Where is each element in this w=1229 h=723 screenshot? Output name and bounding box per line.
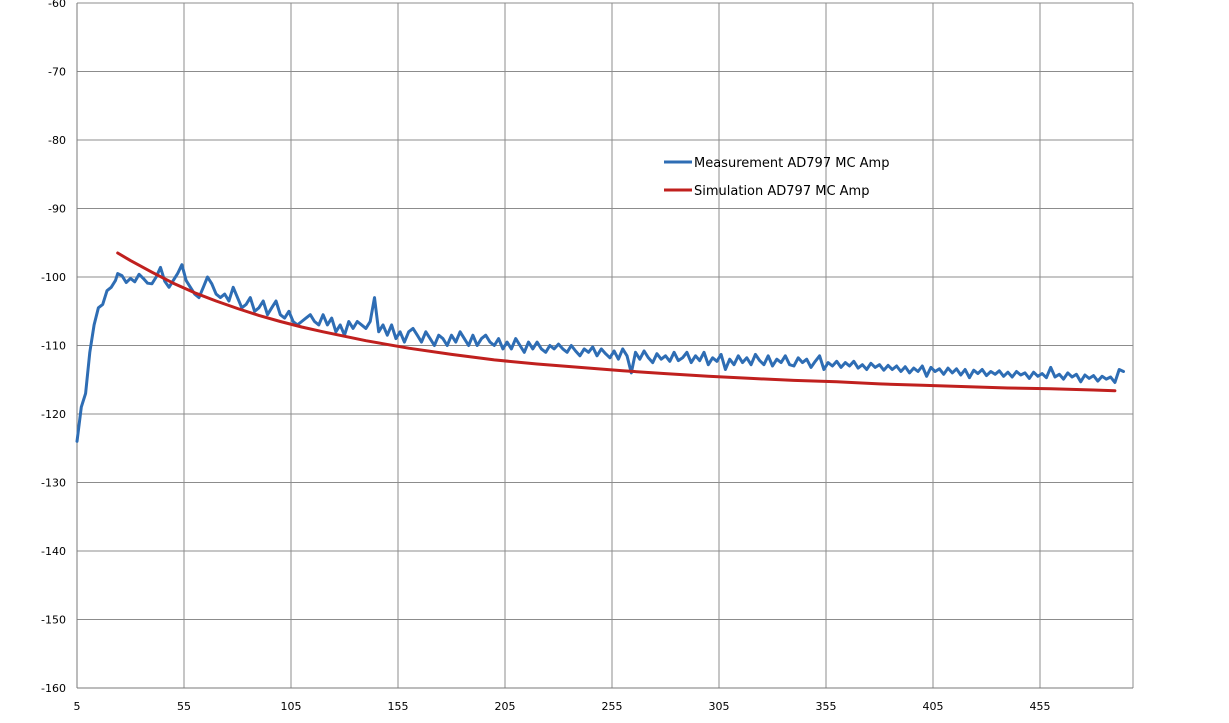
y-tick-label: -130 (41, 477, 66, 490)
y-tick-label: -140 (41, 545, 66, 558)
series-lines (75, 251, 1125, 443)
x-tick-label: 455 (1030, 700, 1051, 713)
y-tick-label: -120 (41, 408, 66, 421)
axes (76, 3, 1133, 689)
y-tick-label: -150 (41, 614, 66, 627)
legend: Measurement AD797 MC Amp Simulation AD79… (664, 156, 889, 199)
x-tick-label: 55 (177, 700, 191, 713)
y-tick-label: -90 (48, 203, 66, 216)
legend-label-simulation: Simulation AD797 MC Amp (694, 184, 869, 199)
y-tick-label: -160 (41, 682, 66, 695)
x-tick-label: 305 (709, 700, 730, 713)
x-tick-label: 255 (602, 700, 623, 713)
y-tick-label: -100 (41, 271, 66, 284)
grid-lines (77, 2, 1134, 689)
y-tick-label: -70 (48, 66, 66, 79)
y-tick-label: -110 (41, 340, 66, 353)
x-tick-label: 105 (281, 700, 302, 713)
x-tick-label: 405 (923, 700, 944, 713)
series-line-simulation (116, 251, 1117, 393)
x-tick-label: 355 (816, 700, 837, 713)
x-tick-label: 5 (74, 700, 81, 713)
legend-label-measurement: Measurement AD797 MC Amp (694, 156, 889, 171)
y-tick-label: -80 (48, 134, 66, 147)
tick-labels: -60 -70 -80 -90 -100 -110 -120 -130 -140 -150 -160… (41, 0, 1050, 713)
y-tick-label: -60 (48, 0, 66, 10)
x-tick-label: 205 (495, 700, 516, 713)
series-line-measurement (75, 263, 1125, 443)
x-tick-label: 155 (388, 700, 409, 713)
